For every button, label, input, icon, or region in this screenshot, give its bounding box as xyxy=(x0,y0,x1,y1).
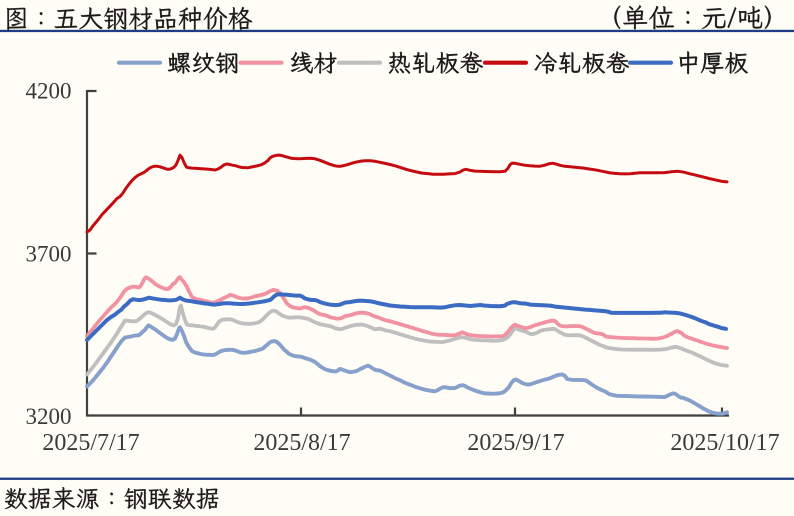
svg-text:3200: 3200 xyxy=(26,404,72,429)
svg-text:2025/7/17: 2025/7/17 xyxy=(42,430,139,456)
svg-text:2025/8/17: 2025/8/17 xyxy=(253,430,350,456)
svg-text:2025/9/17: 2025/9/17 xyxy=(467,430,564,456)
svg-text:3700: 3700 xyxy=(26,242,72,267)
svg-text:4200: 4200 xyxy=(26,79,72,104)
svg-text:2025/10/17: 2025/10/17 xyxy=(670,430,779,456)
